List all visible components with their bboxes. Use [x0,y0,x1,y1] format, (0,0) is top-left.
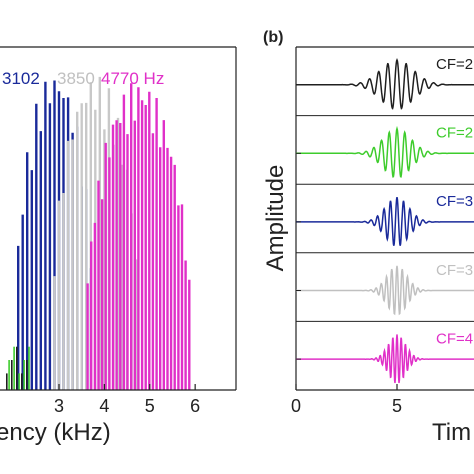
waveform-2 [296,125,474,178]
x-tick-label: 0 [291,396,301,416]
panel-a: 3 4 5 6 ency (kHz) 3102 3850 4770 Hz [0,46,237,446]
cf-labels: CF=2 CF=2 CF=3 CF=3 CF=4 [436,56,473,347]
waveforms [296,57,474,384]
spectrum-bars [6,76,191,390]
x-tick-label: 4 [99,396,109,416]
legend-3102: 3102 [2,69,40,88]
cf-label: CF=3 [436,193,473,210]
panel-b-x-axis-label: Tim [432,419,471,446]
waveform-5 [296,334,474,384]
panel-a-legend: 3102 3850 4770 Hz [2,69,164,88]
cf-label: CF=2 [436,125,473,142]
waveform-3 [296,197,474,246]
cf-label: CF=4 [436,330,473,347]
panel-a-x-axis-label: ency (kHz) [0,419,111,446]
legend-3850: 3850 [57,69,95,88]
panel-a-x-ticks [58,384,196,390]
waveform-1 [296,57,474,110]
cf-label: CF=3 [436,262,473,279]
x-tick-label: 3 [54,396,64,416]
residual-components [6,346,30,390]
panel-b-x-ticks [295,84,398,390]
panel-a-x-tick-labels: 3 4 5 6 [54,396,200,416]
waveform-4 [296,265,474,316]
x-tick-label: 6 [190,396,200,416]
panel-b-y-axis-label: Amplitude [262,165,289,272]
cf-label: CF=2 [436,56,473,73]
x-tick-label: 5 [145,396,155,416]
series-4770-hz [86,83,191,390]
panel-b-label: (b) [263,29,283,46]
legend-4770: 4770 Hz [101,69,164,88]
x-tick-label: 5 [392,396,402,416]
panel-b-separators [296,115,474,322]
